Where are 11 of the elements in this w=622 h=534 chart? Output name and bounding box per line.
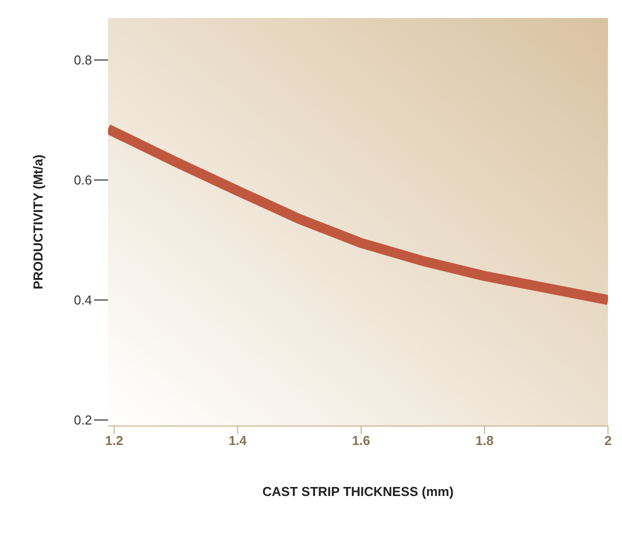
x-axis-title: CAST STRIP THICKNESS (mm) [262, 484, 454, 499]
x-tick-label: 1.4 [228, 433, 248, 448]
y-tick-label: 0.4 [74, 292, 92, 308]
y-tick-label: 0.6 [74, 172, 92, 188]
y-tick-label: 0.2 [74, 412, 92, 428]
x-tick-label: 1.8 [476, 433, 494, 448]
y-axis-title: PRODUCTIVITY (Mt/a) [30, 154, 46, 290]
x-tick-label: 2 [604, 433, 612, 448]
x-tick-label: 1.6 [352, 433, 370, 448]
x-tick-label: 1.2 [105, 433, 124, 448]
y-tick-label: 0.8 [74, 52, 92, 68]
